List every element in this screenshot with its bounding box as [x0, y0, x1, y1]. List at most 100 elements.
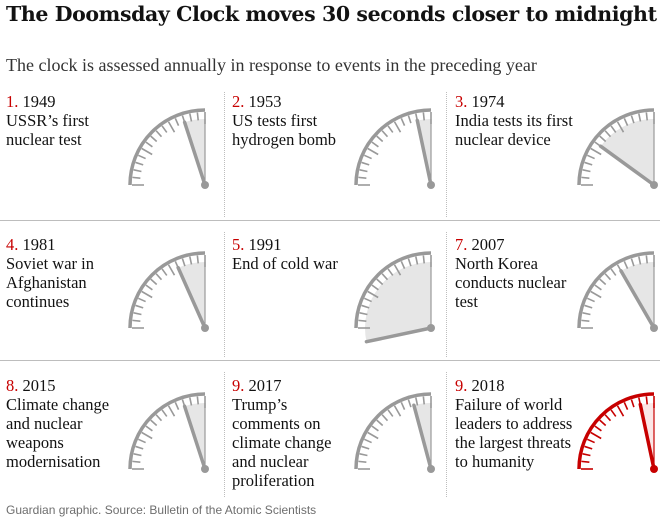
clock-tick [145, 425, 153, 432]
clock-tick [604, 273, 612, 281]
clock-tick [137, 154, 146, 160]
clock-tick [407, 399, 412, 408]
panel-description: North Korea conducts nuclear test [455, 254, 567, 311]
clock-tick [645, 396, 649, 405]
column-divider [446, 232, 447, 357]
clock-rim [128, 251, 206, 329]
clock-gauge [128, 251, 209, 332]
clock-gauge [577, 392, 658, 473]
clock-tick [616, 121, 625, 133]
chart-title: The Doomsday Clock moves 30 seconds clos… [6, 2, 657, 26]
clock-tick [381, 130, 389, 138]
clock-gauge [354, 251, 435, 344]
clock-tick [584, 161, 593, 166]
panel-caption: 1. 1949 USSR’s first nuclear test [6, 92, 124, 149]
clock-tick [174, 401, 180, 410]
clock-tick [358, 460, 367, 464]
clock-tick [359, 312, 368, 316]
clock-tick [133, 312, 142, 316]
clock-tick [141, 147, 153, 156]
row-divider [0, 360, 660, 361]
clock-tick [582, 312, 591, 316]
clock-tick [196, 112, 200, 121]
clock-tick [381, 414, 389, 422]
clock-tick [610, 125, 617, 133]
clock-tick [145, 141, 153, 148]
chart-subtitle: The clock is assessed annually in respon… [6, 55, 537, 75]
clock-tick [582, 169, 591, 173]
clock-hub [201, 324, 209, 332]
clock-tick [645, 255, 649, 264]
clock-tick [616, 405, 625, 417]
clock-rim [577, 392, 655, 470]
clock-tick [189, 397, 193, 406]
clock-gauge [577, 108, 658, 189]
clock-tick [367, 290, 379, 299]
clock-tick [189, 256, 193, 265]
clock-tick [145, 284, 153, 291]
clock-rim [354, 251, 432, 329]
clock-tick [422, 396, 426, 405]
clock-hub [427, 324, 435, 332]
clock-tick [376, 135, 384, 143]
clock-tick [400, 401, 406, 410]
panel-description: US tests first hydrogen bomb [232, 111, 337, 149]
panel-number: 7. [455, 235, 468, 254]
clock-tick [161, 409, 168, 417]
clock-tick [590, 147, 602, 156]
clock-hub [650, 181, 658, 189]
clock-tick [638, 256, 642, 265]
panel-year: 1974 [467, 92, 505, 111]
clock-panel: 1. 1949 USSR’s first nuclear test [6, 92, 220, 225]
clock-tick [630, 258, 635, 267]
panel-number: 5. [232, 235, 245, 254]
clock-gauge [577, 251, 658, 332]
panel-description: Climate change and nuclear weapons moder… [6, 395, 110, 471]
panel-number: 4. [6, 235, 19, 254]
clock-tick [586, 438, 595, 444]
clock-gauge [128, 392, 209, 473]
clock-tick [363, 297, 372, 303]
clock-panel: 4. 1981 Soviet war in Afghanistan continu… [6, 235, 220, 368]
clock-tick [610, 268, 617, 276]
clock-tick [387, 125, 394, 133]
clock-tick [363, 438, 372, 444]
clock-rim [128, 108, 206, 186]
clock-tick [422, 255, 426, 264]
clock-tick [599, 278, 607, 286]
clock-tick [599, 419, 607, 427]
panel-year: 2018 [467, 376, 505, 395]
clock-gauge [354, 392, 435, 473]
clock-tick [359, 169, 368, 173]
clock-tick [363, 154, 372, 160]
panel-year: 1953 [244, 92, 282, 111]
clock-tick [133, 453, 142, 457]
panel-number: 8. [6, 376, 19, 395]
clock-tick [137, 438, 146, 444]
panel-description: Failure of world leaders to address the … [455, 395, 573, 471]
panel-caption: 9. 2018 Failure of world leaders to addre… [455, 376, 573, 471]
clock-rim [354, 108, 432, 186]
panel-heading: 9. 2017 [232, 376, 350, 395]
column-divider [224, 92, 225, 217]
clock-panel: 9. 2018 Failure of world leaders to addre… [455, 376, 660, 509]
panel-year: 2015 [18, 376, 56, 395]
panel-description: Trump’s comments on climate change and n… [232, 395, 332, 490]
clock-tick [393, 264, 402, 276]
clock-tick [630, 115, 635, 124]
clock-tick [581, 319, 590, 323]
panel-heading: 2. 1953 [232, 92, 350, 111]
panel-number: 9. [455, 376, 468, 395]
clock-hub [427, 465, 435, 473]
clock-tick [590, 290, 602, 299]
clock-tick [181, 258, 186, 267]
minute-hand [364, 326, 433, 344]
clock-tick [586, 297, 595, 303]
source-note: Guardian graphic. Source: Bulletin of th… [6, 503, 317, 517]
panel-year: 2007 [467, 235, 505, 254]
clock-panel: 5. 1991 End of cold war [232, 235, 446, 368]
clock-tick [407, 258, 412, 267]
clock-tick [584, 445, 593, 450]
column-divider [446, 372, 447, 497]
clock-tick [387, 409, 394, 417]
